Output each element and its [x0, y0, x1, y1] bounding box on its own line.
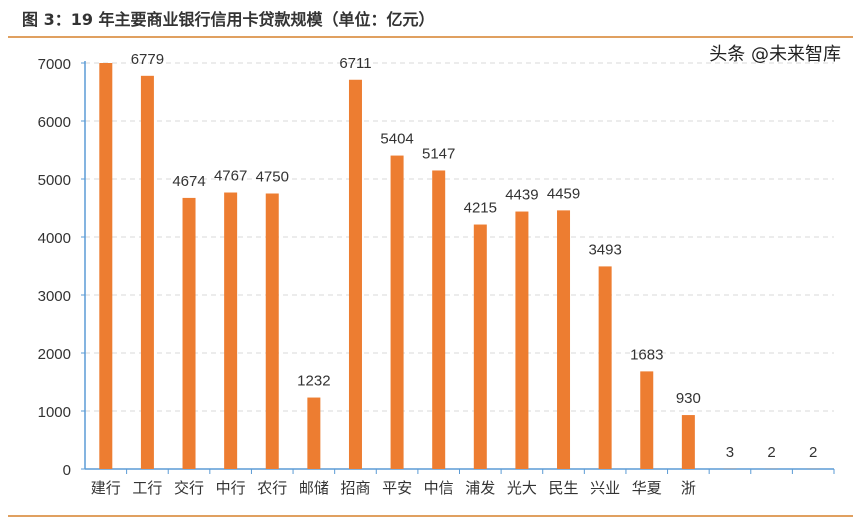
x-tick-label: 建行 [91, 479, 121, 497]
bar [99, 63, 113, 469]
x-tick-label: 浙 [681, 479, 696, 497]
y-tick-label: 3000 [38, 288, 71, 305]
data-label: 1232 [297, 373, 330, 390]
data-label: 4674 [172, 173, 205, 190]
bar [640, 371, 654, 469]
data-label: 4215 [464, 200, 497, 217]
bar [432, 170, 446, 469]
bar [182, 197, 196, 469]
top-divider [8, 36, 853, 38]
bar [598, 266, 612, 469]
bar [224, 192, 238, 470]
data-label: 3493 [588, 241, 621, 258]
x-tick-label: 浦发 [465, 479, 495, 497]
data-label: 4439 [505, 187, 538, 204]
y-tick-label: 7000 [38, 56, 71, 73]
y-tick-label: 5000 [38, 172, 71, 189]
x-tick-label: 中行 [216, 479, 246, 497]
y-tick-label: 0 [63, 462, 71, 479]
data-label: 5404 [380, 131, 413, 148]
bar [515, 211, 529, 469]
x-tick-label: 工行 [132, 479, 162, 497]
bar [473, 224, 487, 469]
y-tick-label: 4000 [38, 230, 71, 247]
data-label: 6779 [131, 51, 164, 68]
data-label: 1683 [630, 346, 663, 363]
bar [265, 193, 279, 469]
x-tick-label: 邮储 [299, 479, 329, 497]
x-tick-label: 兴业 [590, 479, 620, 497]
x-tick-label: 民生 [549, 479, 579, 497]
watermark: 头条 @未来智库 [709, 44, 841, 65]
x-tick-label: 华夏 [632, 479, 662, 497]
data-label: 6711 [339, 55, 371, 72]
data-label: 4459 [547, 185, 580, 202]
bar [681, 415, 695, 469]
data-label: 4750 [256, 169, 289, 186]
data-label: 2 [809, 444, 817, 461]
chart-title: 图 3：19 年主要商业银行信用卡贷款规模（单位：亿元） [22, 10, 435, 29]
data-label: 3 [726, 444, 734, 461]
data-label: 5147 [422, 145, 455, 162]
data-label: 4767 [214, 168, 247, 185]
bottom-divider [8, 515, 853, 517]
x-tick-label: 中信 [424, 479, 454, 497]
bar [348, 79, 362, 470]
data-label: 2 [767, 444, 775, 461]
y-tick-label: 6000 [38, 114, 71, 131]
x-tick-label: 平安 [382, 479, 412, 497]
y-tick-label: 1000 [38, 404, 71, 421]
data-label: 930 [676, 390, 701, 407]
x-tick-label: 交行 [174, 479, 204, 497]
y-tick-label: 2000 [38, 346, 71, 363]
bar [390, 155, 404, 469]
bar [307, 397, 321, 469]
x-tick-label: 招商 [340, 479, 370, 497]
bar [557, 210, 571, 470]
x-tick-label: 光大 [507, 479, 537, 497]
bar [140, 75, 154, 470]
x-tick-label: 农行 [257, 479, 287, 497]
